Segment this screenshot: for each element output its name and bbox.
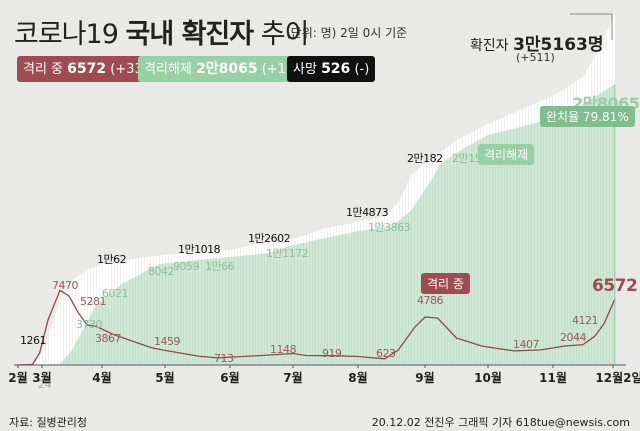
x-tick-label: 11월 [539, 371, 567, 385]
isolation-label: 5281 [80, 295, 107, 308]
isolation-label: 1407 [513, 338, 540, 351]
isolation-label: 623 [376, 347, 396, 360]
confirmed-label: 1261 [20, 334, 47, 347]
released-label: 6021 [102, 287, 129, 300]
isolation-tag: 격리 중 [421, 273, 470, 294]
title-pre: 코로나19 [14, 19, 119, 50]
confirmed-label: 1만2602 [248, 232, 291, 245]
released-label: 1만1172 [266, 247, 309, 260]
unit-note: (단위: 명) 2일 0시 기준 [286, 26, 408, 40]
isolation-current-label: 6572 [592, 276, 638, 296]
recovery-rate-tag: 완치율 79.81% [540, 106, 635, 127]
isolation-label: 919 [322, 347, 342, 360]
title-post: 추이 [260, 19, 310, 50]
released-label: 3730 [76, 318, 103, 331]
deaths-badge-value: 526 [321, 61, 351, 77]
page-title: 코로나19 국내 확진자 추이 [14, 12, 310, 51]
deaths-badge: 사망 526 (-) [287, 56, 376, 82]
confirmed-label: 1만1018 [178, 243, 221, 256]
deaths-badge-delta: (-) [354, 62, 370, 77]
isolation-label: 4121 [572, 314, 599, 327]
isolation-label: 713 [214, 352, 234, 365]
total-delta: (+511) [516, 51, 555, 64]
released-tag: 격리해제 [478, 144, 535, 165]
x-tick-label: 7월 [283, 371, 303, 385]
isolation-badge: 격리 중 6572 (+331) [17, 56, 163, 82]
x-tick-label: 10월 [474, 371, 502, 385]
x-tick-label: 6월 [220, 371, 240, 385]
isolation-badge-value: 6572 [67, 61, 107, 77]
x-tick-label: 9월 [415, 371, 435, 385]
isolation-label: 1459 [154, 335, 181, 348]
released-label: 24 [38, 378, 52, 391]
isolation-label: 3867 [95, 332, 122, 345]
released-label: 1만3863 [368, 221, 411, 234]
confirmed-label: 1만62 [97, 253, 127, 266]
confirmed-label: 2만182 [407, 152, 443, 165]
source: 자료: 질병관리청 [9, 416, 88, 429]
total-label: 확진자 [470, 38, 509, 54]
isolation-badge-label: 격리 중 [23, 62, 64, 77]
deaths-badge-label: 사망 [293, 62, 317, 77]
released-badge-label: 격리해제 [144, 62, 192, 77]
isolation-label: 7470 [52, 279, 79, 292]
isolation-label: 4786 [417, 294, 444, 307]
released-label: 8042 [148, 265, 175, 278]
isolation-label: 1148 [270, 343, 297, 356]
released-area [18, 84, 615, 366]
total-leader-line [570, 13, 613, 40]
x-tick-label: 8월 [348, 371, 368, 385]
released-label: 1만66 [205, 260, 235, 273]
x-tick-label: 2월 [8, 371, 28, 385]
isolation-label: 2044 [560, 331, 587, 344]
confirmed-label: 1만4873 [346, 206, 389, 219]
total-confirmed: 확진자 3만5163명 [470, 30, 604, 55]
x-tick-label: 5월 [155, 371, 175, 385]
x-tick-label: 12월2일 [595, 371, 640, 385]
x-tick-label: 3월 [32, 371, 52, 385]
total-value: 3만5163명 [513, 35, 604, 55]
isolation-line [17, 289, 616, 366]
title-bold: 국내 확진자 [125, 19, 254, 50]
released-badge: 격리해제 2만8065 (+180) [138, 56, 314, 82]
credit: 20.12.02 전진우 그래픽 기자 618tue@newsis.com [371, 416, 630, 429]
released-label: 9059 [173, 260, 200, 273]
released-badge-value: 2만8065 [195, 61, 258, 77]
x-tick-label: 4월 [92, 371, 112, 385]
